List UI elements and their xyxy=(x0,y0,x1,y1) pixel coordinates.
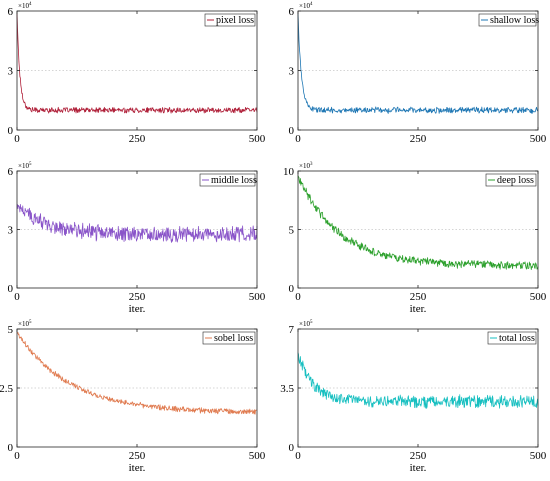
y-multiplier: ×10 xyxy=(299,2,310,10)
legend-box xyxy=(199,173,256,187)
y-multiplier: ×10 xyxy=(18,320,29,328)
legend-label: shallow loss xyxy=(490,15,539,26)
legend-box xyxy=(487,331,537,345)
y-multiplier-exponent: 5 xyxy=(310,320,313,325)
x-tick-label: 250 xyxy=(410,133,427,145)
y-multiplier: ×10 xyxy=(299,320,310,328)
y-tick-label: 7 xyxy=(289,324,295,336)
x-tick-label: 500 xyxy=(249,291,266,303)
x-tick-label: 0 xyxy=(295,133,301,145)
y-tick-label: 3 xyxy=(8,66,14,78)
y-multiplier-exponent: 4 xyxy=(29,2,32,7)
x-tick-label: 250 xyxy=(129,133,146,145)
x-tick-label: 0 xyxy=(295,450,301,462)
x-tick-label: 500 xyxy=(530,450,547,462)
chart-panel: 0 3 6 0 250 500 ×10 4 shallow loss xyxy=(289,2,547,145)
legend: sobel loss xyxy=(202,331,256,345)
x-tick-label: 250 xyxy=(129,291,146,303)
x-tick-label: 0 xyxy=(14,450,20,462)
legend-label: middle loss xyxy=(211,175,257,186)
x-axis-label: iter. xyxy=(410,303,427,315)
chart-panel: 0 3.5 7 0 250 500 iter. ×10 5 total loss xyxy=(280,320,547,474)
series-line xyxy=(16,332,257,415)
y-tick-label: 0 xyxy=(289,442,295,454)
x-axis-label: iter. xyxy=(129,303,146,315)
legend-box xyxy=(485,173,537,187)
x-tick-label: 0 xyxy=(14,291,20,303)
y-multiplier-exponent: 5 xyxy=(29,162,32,167)
series-line xyxy=(16,203,258,243)
legend: pixel loss xyxy=(204,13,256,27)
y-tick-label: 5 xyxy=(8,324,14,336)
y-multiplier-exponent: 4 xyxy=(310,2,313,7)
y-multiplier: ×10 xyxy=(18,2,29,10)
legend: deep loss xyxy=(485,173,537,187)
x-tick-label: 500 xyxy=(249,450,266,462)
legend-label: pixel loss xyxy=(216,15,254,26)
y-tick-label: 3 xyxy=(8,225,14,237)
chart-panel: 0 5 10 0 250 500 iter. ×10 3 deep loss xyxy=(283,162,547,315)
legend-box xyxy=(202,331,256,345)
series-line xyxy=(297,175,539,271)
y-multiplier-exponent: 3 xyxy=(310,162,313,167)
legend-label: total loss xyxy=(499,333,535,344)
y-multiplier: ×10 xyxy=(299,162,310,170)
legend: total loss xyxy=(487,331,537,345)
y-multiplier: ×10 xyxy=(18,162,29,170)
series-line xyxy=(297,352,539,409)
legend: middle loss xyxy=(199,173,257,187)
y-tick-label: 6 xyxy=(289,6,295,18)
legend-label: sobel loss xyxy=(214,333,253,344)
y-tick-label: 0 xyxy=(8,283,14,295)
y-tick-label: 0 xyxy=(289,125,295,137)
y-tick-label: 0 xyxy=(8,125,14,137)
legend-label: deep loss xyxy=(497,175,534,186)
x-tick-label: 0 xyxy=(295,291,301,303)
y-tick-label: 6 xyxy=(8,166,14,178)
chart-panel: 0 3 6 0 250 500 ×10 4 pixel loss xyxy=(8,2,266,145)
chart-panel: 0 3 6 0 250 500 iter. ×10 5 middle loss xyxy=(8,162,266,315)
y-tick-label: 5 xyxy=(289,225,295,237)
x-tick-label: 500 xyxy=(249,133,266,145)
x-tick-label: 0 xyxy=(14,133,20,145)
x-tick-label: 250 xyxy=(129,450,146,462)
series-line xyxy=(297,12,539,114)
y-tick-label: 3 xyxy=(289,66,295,78)
x-axis-label: iter. xyxy=(129,462,146,474)
x-tick-label: 250 xyxy=(410,450,427,462)
x-axis-label: iter. xyxy=(410,462,427,474)
y-tick-label: 2.5 xyxy=(0,383,14,395)
legend-box xyxy=(478,13,537,27)
x-tick-label: 250 xyxy=(410,291,427,303)
y-tick-label: 10 xyxy=(283,166,295,178)
legend-box xyxy=(204,13,256,27)
x-tick-label: 500 xyxy=(530,291,547,303)
legend: shallow loss xyxy=(478,13,539,27)
y-tick-label: 0 xyxy=(289,283,295,295)
series-line xyxy=(16,12,258,114)
y-multiplier-exponent: 5 xyxy=(29,320,32,325)
y-tick-label: 0 xyxy=(8,442,14,454)
y-tick-label: 3.5 xyxy=(280,383,294,395)
x-tick-label: 500 xyxy=(530,133,547,145)
y-tick-label: 6 xyxy=(8,6,14,18)
